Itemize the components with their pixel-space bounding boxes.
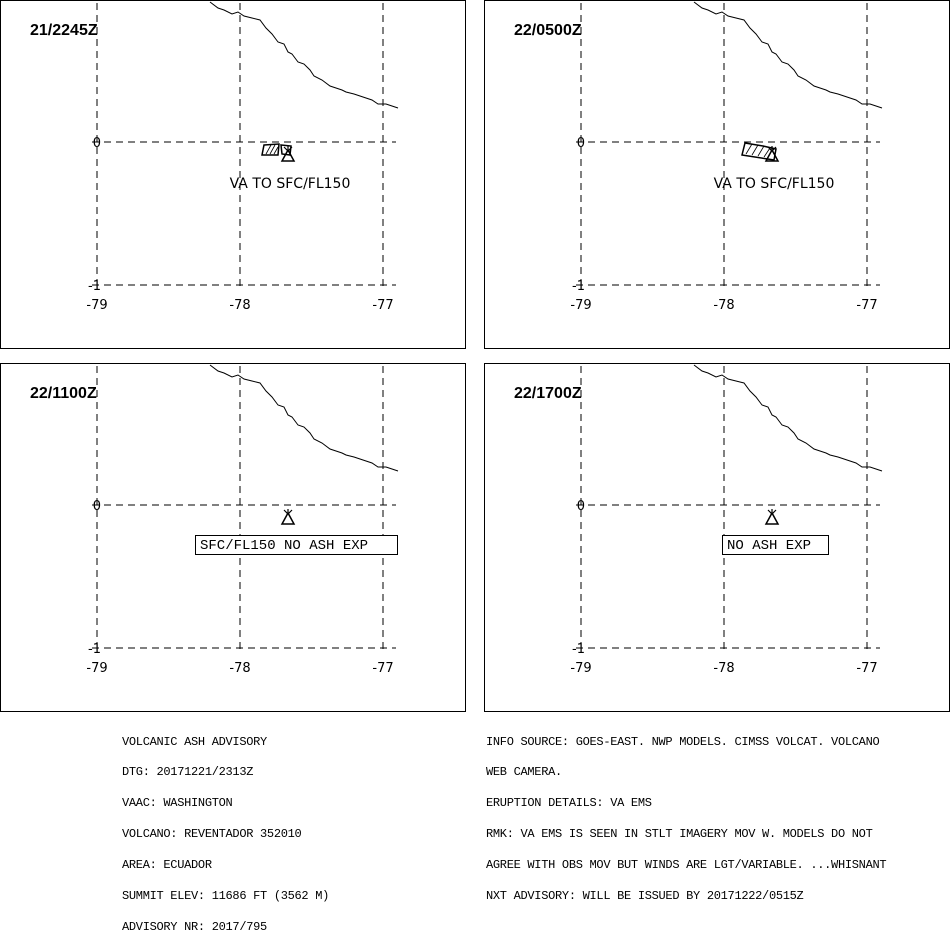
valid-time-label: 22/1700Z xyxy=(514,385,582,402)
ash-cloud-polygon xyxy=(741,142,777,161)
longitude-label: -79 xyxy=(570,661,591,676)
map-panel: 0 -1 -79 -78 -77 22/1100Z SFC/FL150 NO ASH EXP xyxy=(0,363,466,712)
ash-cloud-polygon xyxy=(280,144,292,156)
ash-cloud-polygon xyxy=(261,143,280,156)
valid-time-label: 22/0500Z xyxy=(514,22,582,39)
ash-forecast-label-box xyxy=(722,535,829,555)
advisory-line: VAAC: WASHINGTON xyxy=(122,796,233,811)
longitude-label: -78 xyxy=(713,298,734,313)
advisory-line: ERUPTION DETAILS: VA EMS xyxy=(486,796,652,811)
advisory-line: DTG: 20171221/2313Z xyxy=(122,765,254,780)
advisory-line: RMK: VA EMS IS SEEN IN STLT IMAGERY MOV … xyxy=(486,827,873,842)
longitude-label: -77 xyxy=(372,298,393,313)
coastline xyxy=(693,1,883,109)
longitude-label: -77 xyxy=(856,298,877,313)
map-panel: 0 -1 -79 -78 -77 21/2245Z VA TO SFC/FL150 xyxy=(0,0,466,349)
ash-forecast-label-box xyxy=(195,535,398,555)
coastline xyxy=(209,364,399,472)
latitude-label: -1 xyxy=(572,279,585,294)
longitude-label: -79 xyxy=(570,298,591,313)
panel-border xyxy=(0,0,466,349)
ash-forecast-label: VA TO SFC/FL150 xyxy=(714,176,835,192)
advisory-info-left: VOLCANIC ASH ADVISORY DTG: 20171221/2313… xyxy=(122,716,329,943)
coastline xyxy=(209,1,399,109)
advisory-line: SUMMIT ELEV: 11686 FT (3562 M) xyxy=(122,889,330,904)
latitude-label: -1 xyxy=(572,642,585,657)
ash-forecast-map-grid: 0 -1 -79 -78 -77 21/2245Z VA TO SFC/FL150 0 -1 -7… xyxy=(0,0,950,712)
panel-border xyxy=(484,363,950,712)
volcano-icon xyxy=(764,509,780,525)
valid-time-label: 22/1100Z xyxy=(30,385,97,402)
advisory-line: AREA: ECUADOR xyxy=(122,858,212,873)
latitude-label: -1 xyxy=(88,642,101,657)
map-panel: 0 -1 -79 -78 -77 22/1700Z NO ASH EXP xyxy=(484,363,950,712)
latitude-label: 0 xyxy=(577,499,585,514)
advisory-line: AGREE WITH OBS MOV BUT WINDS ARE LGT/VAR… xyxy=(486,858,887,873)
longitude-label: -77 xyxy=(856,661,877,676)
ash-forecast-label: NO ASH EXP xyxy=(727,538,811,554)
longitude-label: -79 xyxy=(86,661,107,676)
longitude-label: -77 xyxy=(372,661,393,676)
longitude-label: -79 xyxy=(86,298,107,313)
panel-border xyxy=(484,0,950,349)
longitude-label: -78 xyxy=(713,661,734,676)
valid-time-label: 21/2245Z xyxy=(30,22,98,39)
latitude-label: 0 xyxy=(93,499,101,514)
ash-forecast-label: SFC/FL150 NO ASH EXP xyxy=(200,538,368,554)
latitude-label: -1 xyxy=(88,279,101,294)
advisory-line: VOLCANO: REVENTADOR 352010 xyxy=(122,827,302,842)
advisory-info-right: INFO SOURCE: GOES-EAST. NWP MODELS. CIMS… xyxy=(486,716,887,912)
latitude-label: 0 xyxy=(577,136,585,151)
ash-forecast-label: VA TO SFC/FL150 xyxy=(230,176,351,192)
advisory-line: NXT ADVISORY: WILL BE ISSUED BY 20171222… xyxy=(486,889,804,904)
longitude-label: -78 xyxy=(229,661,250,676)
map-panel: 0 -1 -79 -78 -77 22/0500Z VA TO SFC/FL150 xyxy=(484,0,950,349)
longitude-label: -78 xyxy=(229,298,250,313)
advisory-line: INFO SOURCE: GOES-EAST. NWP MODELS. CIMS… xyxy=(486,734,880,749)
coastline xyxy=(693,364,883,472)
advisory-line: ADVISORY NR: 2017/795 xyxy=(122,919,267,934)
advisory-line: WEB CAMERA. xyxy=(486,765,562,780)
latitude-label: 0 xyxy=(93,136,101,151)
volcano-icon xyxy=(280,509,296,525)
advisory-line: VOLCANIC ASH ADVISORY xyxy=(122,734,267,749)
